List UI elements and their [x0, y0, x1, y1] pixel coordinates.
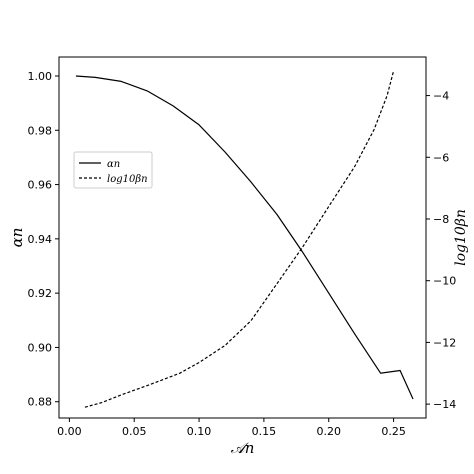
- series-line-alpha: [75, 75, 414, 400]
- x-tick-label: 0.05: [122, 425, 147, 438]
- y-left-tick-label: 0.92: [28, 287, 53, 300]
- x-tick-label: 0.15: [252, 425, 277, 438]
- plot-area: [75, 70, 414, 408]
- y-right-tick-label: −4: [433, 90, 449, 103]
- axes: 0.00 0.05 0.10 0.15 0.20 0.25 0.88 0.90 0.92 0.94…: [28, 70, 457, 438]
- x-tick-label: 0.10: [187, 425, 212, 438]
- legend-label-alpha: αn: [107, 159, 120, 170]
- x-tick-label: 0.00: [57, 425, 82, 438]
- y-left-tick-label: 0.96: [28, 179, 53, 192]
- y-right-tick-label: −12: [433, 336, 456, 349]
- y-right-tick-label: −8: [433, 213, 449, 226]
- y-left-tick-label: 1.00: [28, 70, 53, 83]
- y-left-tick-label: 0.94: [28, 233, 53, 246]
- y-axis-left-label: αn: [8, 228, 26, 248]
- x-tick-label: 0.25: [381, 425, 406, 438]
- y-right-tick-label: −10: [433, 275, 456, 288]
- y-left-tick-label: 0.98: [28, 124, 53, 137]
- legend-label-log-beta: log10βn: [107, 174, 148, 185]
- series-line-log-beta: [84, 70, 395, 408]
- y-axis-right-label: log10βn: [453, 209, 469, 266]
- x-tick-label: 0.20: [316, 425, 341, 438]
- y-left-tick-label: 0.88: [28, 396, 53, 409]
- y-right-tick-label: −6: [433, 151, 449, 164]
- plot-frame: [58, 56, 427, 419]
- legend: αn log10βn: [73, 151, 153, 189]
- y-left-tick-label: 0.90: [28, 341, 53, 354]
- x-axis-label: 𝒜n: [231, 439, 255, 457]
- legend-box: [73, 151, 153, 189]
- y-right-tick-label: −14: [433, 398, 456, 411]
